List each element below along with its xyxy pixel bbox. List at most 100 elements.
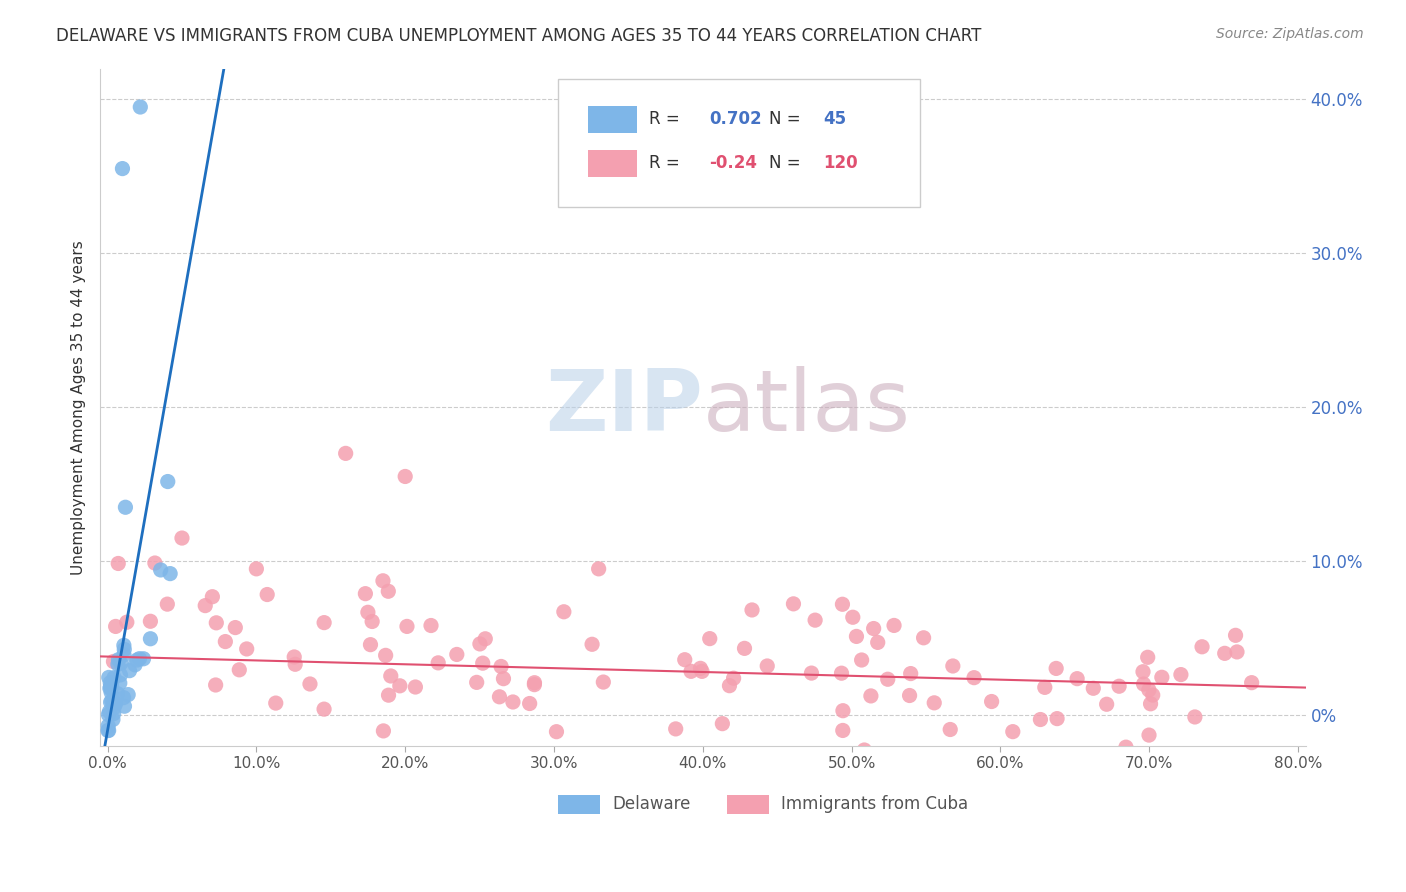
Point (112, 648, 135, 662)
Point (723, 671, 745, 685)
Point (782, 597, 804, 611)
Point (201, 590, 224, 604)
Point (100, 685, 122, 699)
Point (474, 632, 496, 646)
Text: Immigrants from Cuba: Immigrants from Cuba (782, 795, 969, 814)
Point (963, 671, 986, 685)
Point (124, 657, 146, 672)
Point (581, 637, 603, 651)
Point (204, 678, 226, 692)
Point (149, 563, 172, 577)
Point (100, 678, 122, 692)
Point (588, 562, 610, 576)
Point (492, 672, 515, 686)
Text: Source: ZipAtlas.com: Source: ZipAtlas.com (1216, 27, 1364, 41)
Point (1115, 740, 1137, 755)
Point (1132, 665, 1154, 679)
Point (859, 689, 882, 703)
Point (1108, 679, 1130, 693)
Point (1137, 728, 1160, 742)
Point (1191, 640, 1213, 654)
Point (235, 642, 257, 657)
Point (1066, 672, 1088, 686)
Point (553, 605, 575, 619)
Point (312, 702, 335, 716)
Point (205, 615, 228, 630)
Point (128, 651, 150, 665)
FancyBboxPatch shape (558, 78, 920, 207)
Point (1033, 681, 1056, 695)
Point (264, 696, 287, 710)
Point (1213, 646, 1236, 660)
Point (1045, 661, 1067, 675)
Y-axis label: Unemployment Among Ages 35 to 44 years: Unemployment Among Ages 35 to 44 years (72, 240, 86, 574)
Point (111, 161, 134, 176)
Point (245, 562, 267, 576)
Point (103, 706, 125, 721)
Point (103, 655, 125, 669)
Point (1226, 645, 1249, 659)
Point (395, 619, 418, 633)
Point (876, 672, 898, 686)
Point (1142, 688, 1164, 702)
Point (851, 653, 873, 667)
Point (110, 657, 132, 671)
Point (1001, 724, 1024, 739)
Point (98, 681, 121, 696)
Point (711, 716, 734, 731)
Point (100, 695, 122, 709)
Point (107, 557, 129, 571)
Point (108, 676, 131, 690)
Point (831, 666, 853, 681)
Text: R =: R = (648, 111, 679, 128)
Point (129, 100, 152, 114)
Point (159, 566, 181, 581)
Point (110, 668, 132, 682)
Point (922, 696, 945, 710)
Point (523, 675, 546, 690)
Point (420, 618, 443, 632)
Text: ZIP: ZIP (546, 366, 703, 449)
Text: R =: R = (648, 154, 679, 172)
Point (1139, 697, 1161, 711)
Point (665, 722, 688, 736)
Point (427, 656, 450, 670)
Point (465, 675, 488, 690)
Point (690, 665, 713, 679)
Point (673, 653, 696, 667)
Point (883, 618, 905, 632)
Point (845, 629, 868, 643)
Point (314, 615, 336, 630)
Point (357, 605, 380, 619)
Point (1137, 682, 1160, 697)
Point (101, 713, 124, 727)
Point (471, 656, 494, 670)
Point (681, 665, 703, 679)
Point (354, 587, 377, 601)
Point (374, 648, 396, 663)
Point (446, 648, 468, 662)
Point (718, 679, 741, 693)
Point (912, 631, 935, 645)
Point (103, 700, 125, 714)
Point (1136, 650, 1159, 665)
Point (1225, 628, 1247, 642)
Point (831, 723, 853, 738)
Point (831, 597, 853, 611)
Point (100, 681, 122, 695)
Point (756, 659, 779, 673)
FancyBboxPatch shape (588, 150, 637, 177)
Point (100, 680, 122, 694)
Point (125, 653, 148, 667)
Point (373, 723, 395, 738)
Point (980, 694, 1002, 708)
Point (284, 657, 307, 672)
Point (842, 610, 865, 624)
Point (804, 613, 827, 627)
Point (104, 697, 127, 711)
Point (112, 690, 135, 705)
Point (100, 679, 122, 693)
Point (156, 475, 179, 489)
Point (377, 688, 399, 702)
Point (862, 622, 884, 636)
